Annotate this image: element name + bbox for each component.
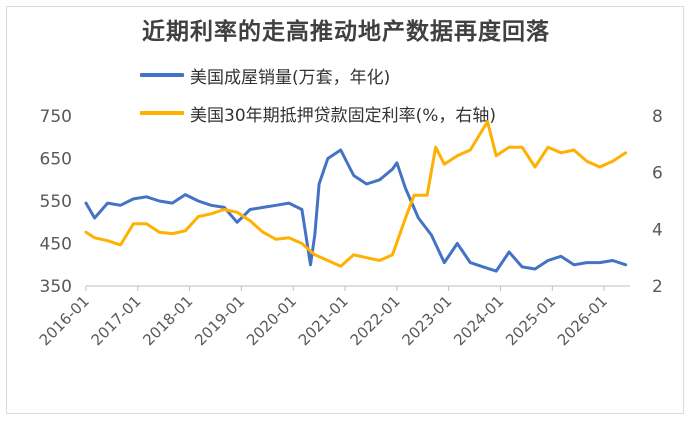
x-tick-label: 2020-01 bbox=[243, 292, 300, 349]
x-tick-label: 2021-01 bbox=[295, 292, 352, 349]
series-line-home-sales bbox=[84, 148, 628, 273]
right-tick-label: 6 bbox=[652, 164, 663, 184]
x-tick-label: 2026-01 bbox=[554, 292, 611, 349]
legend-swatch-mortgage-rate bbox=[140, 111, 184, 115]
x-tick-label: 2019-01 bbox=[191, 292, 248, 349]
legend-label-home-sales: 美国成屋销量(万套，年化) bbox=[190, 67, 391, 88]
left-tick-label: 450 bbox=[40, 235, 72, 255]
chart-frame bbox=[6, 6, 684, 414]
x-tick-label: 2017-01 bbox=[88, 292, 145, 349]
legend-swatch-home-sales bbox=[140, 73, 184, 77]
left-tick-label: 550 bbox=[40, 192, 72, 212]
x-tick-label: 2023-01 bbox=[398, 292, 455, 349]
right-axis: 2 4 6 8 bbox=[652, 107, 663, 297]
x-tick-label: 2018-01 bbox=[139, 292, 196, 349]
right-tick-label: 8 bbox=[652, 107, 663, 127]
legend-label-mortgage-rate: 美国30年期抵押贷款固定利率(%，右轴) bbox=[190, 105, 497, 126]
x-tick-label: 2022-01 bbox=[347, 292, 404, 349]
x-tick-label: 2025-01 bbox=[502, 292, 559, 349]
left-tick-label: 750 bbox=[40, 107, 72, 127]
right-tick-label: 2 bbox=[652, 277, 663, 297]
series-lines bbox=[84, 120, 628, 273]
right-tick-label: 4 bbox=[652, 220, 663, 240]
x-axis: 2016-012017-012018-012019-012020-012021-… bbox=[36, 286, 611, 349]
left-tick-label: 650 bbox=[40, 150, 72, 170]
left-axis: 350 450 550 650 750 bbox=[40, 107, 72, 297]
left-tick-label: 350 bbox=[40, 277, 72, 297]
chart-title: 近期利率的走高推动地产数据再度回落 bbox=[142, 19, 550, 45]
x-tick-label: 2016-01 bbox=[36, 292, 93, 349]
legend-item-home-sales: 美国成屋销量(万套，年化) bbox=[140, 64, 391, 88]
x-tick-label: 2024-01 bbox=[450, 292, 507, 349]
legend-item-mortgage-rate: 美国30年期抵押贷款固定利率(%，右轴) bbox=[140, 102, 497, 126]
series-line-mortgage-rate bbox=[84, 120, 628, 268]
